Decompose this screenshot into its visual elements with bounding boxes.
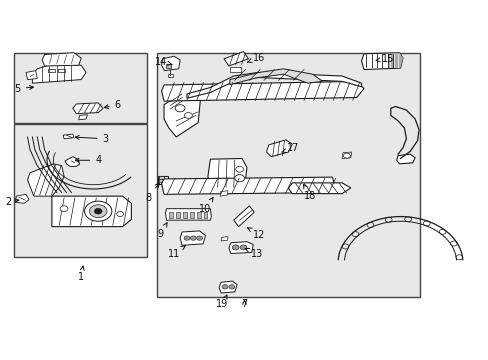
Circle shape — [234, 175, 244, 182]
Text: 12: 12 — [247, 228, 265, 239]
Polygon shape — [186, 72, 361, 98]
Polygon shape — [207, 158, 246, 189]
Polygon shape — [163, 96, 185, 112]
Circle shape — [117, 212, 123, 217]
Bar — [14, 125, 147, 257]
Text: 17: 17 — [281, 143, 299, 153]
Polygon shape — [42, 53, 81, 66]
Text: 1: 1 — [78, 266, 84, 282]
Circle shape — [94, 208, 102, 214]
Circle shape — [60, 206, 68, 212]
Bar — [14, 53, 147, 123]
Circle shape — [222, 285, 227, 289]
Polygon shape — [73, 103, 103, 114]
Polygon shape — [221, 237, 227, 241]
Text: 18: 18 — [303, 185, 316, 201]
Polygon shape — [15, 194, 29, 203]
Polygon shape — [219, 281, 237, 293]
Bar — [183, 212, 186, 218]
Polygon shape — [220, 191, 227, 196]
Polygon shape — [163, 90, 200, 137]
Polygon shape — [361, 53, 402, 69]
Polygon shape — [396, 154, 414, 164]
Polygon shape — [165, 209, 211, 220]
Polygon shape — [266, 140, 292, 157]
Polygon shape — [233, 206, 254, 226]
Circle shape — [183, 236, 189, 240]
Polygon shape — [228, 242, 253, 253]
Circle shape — [343, 153, 349, 158]
Text: 4: 4 — [75, 155, 101, 165]
Bar — [176, 212, 180, 218]
Bar — [58, 69, 65, 72]
Polygon shape — [229, 69, 322, 85]
Polygon shape — [161, 81, 363, 101]
Circle shape — [190, 236, 196, 240]
Bar — [165, 64, 171, 68]
Circle shape — [235, 166, 243, 172]
Polygon shape — [224, 51, 248, 66]
Polygon shape — [63, 134, 74, 139]
Text: 10: 10 — [199, 198, 213, 214]
Text: 8: 8 — [144, 183, 159, 203]
Text: 11: 11 — [167, 246, 185, 258]
Polygon shape — [180, 231, 205, 245]
Circle shape — [184, 113, 192, 118]
Bar — [48, 69, 55, 72]
Circle shape — [232, 245, 239, 250]
Polygon shape — [32, 63, 86, 83]
Circle shape — [228, 285, 234, 289]
Bar — [157, 53, 419, 297]
Text: 6: 6 — [104, 100, 121, 110]
Polygon shape — [387, 53, 402, 68]
Polygon shape — [161, 177, 335, 194]
Circle shape — [84, 201, 112, 221]
Circle shape — [196, 236, 202, 240]
Polygon shape — [52, 196, 131, 226]
Bar — [167, 74, 172, 77]
Text: 19: 19 — [216, 295, 228, 309]
Text: 9: 9 — [157, 223, 166, 239]
Text: 16: 16 — [247, 53, 264, 63]
Text: 3: 3 — [75, 134, 108, 144]
Text: 14: 14 — [154, 57, 172, 67]
Text: 15: 15 — [375, 54, 394, 64]
Polygon shape — [65, 157, 80, 166]
Circle shape — [240, 245, 246, 250]
Bar — [203, 212, 207, 218]
Bar — [169, 212, 173, 218]
Bar — [159, 179, 163, 182]
Polygon shape — [161, 56, 180, 71]
Circle shape — [89, 205, 107, 218]
Polygon shape — [79, 115, 87, 120]
Polygon shape — [341, 152, 351, 158]
Text: 7: 7 — [241, 299, 247, 309]
Text: 5: 5 — [15, 84, 33, 94]
Text: 13: 13 — [244, 248, 262, 258]
Circle shape — [175, 105, 184, 112]
Polygon shape — [27, 164, 64, 196]
Polygon shape — [26, 71, 37, 80]
Polygon shape — [288, 183, 350, 194]
Bar — [196, 212, 200, 218]
Bar — [189, 212, 193, 218]
Bar — [229, 67, 240, 72]
Text: 2: 2 — [5, 197, 19, 207]
Bar — [159, 176, 163, 179]
Bar — [158, 176, 168, 184]
